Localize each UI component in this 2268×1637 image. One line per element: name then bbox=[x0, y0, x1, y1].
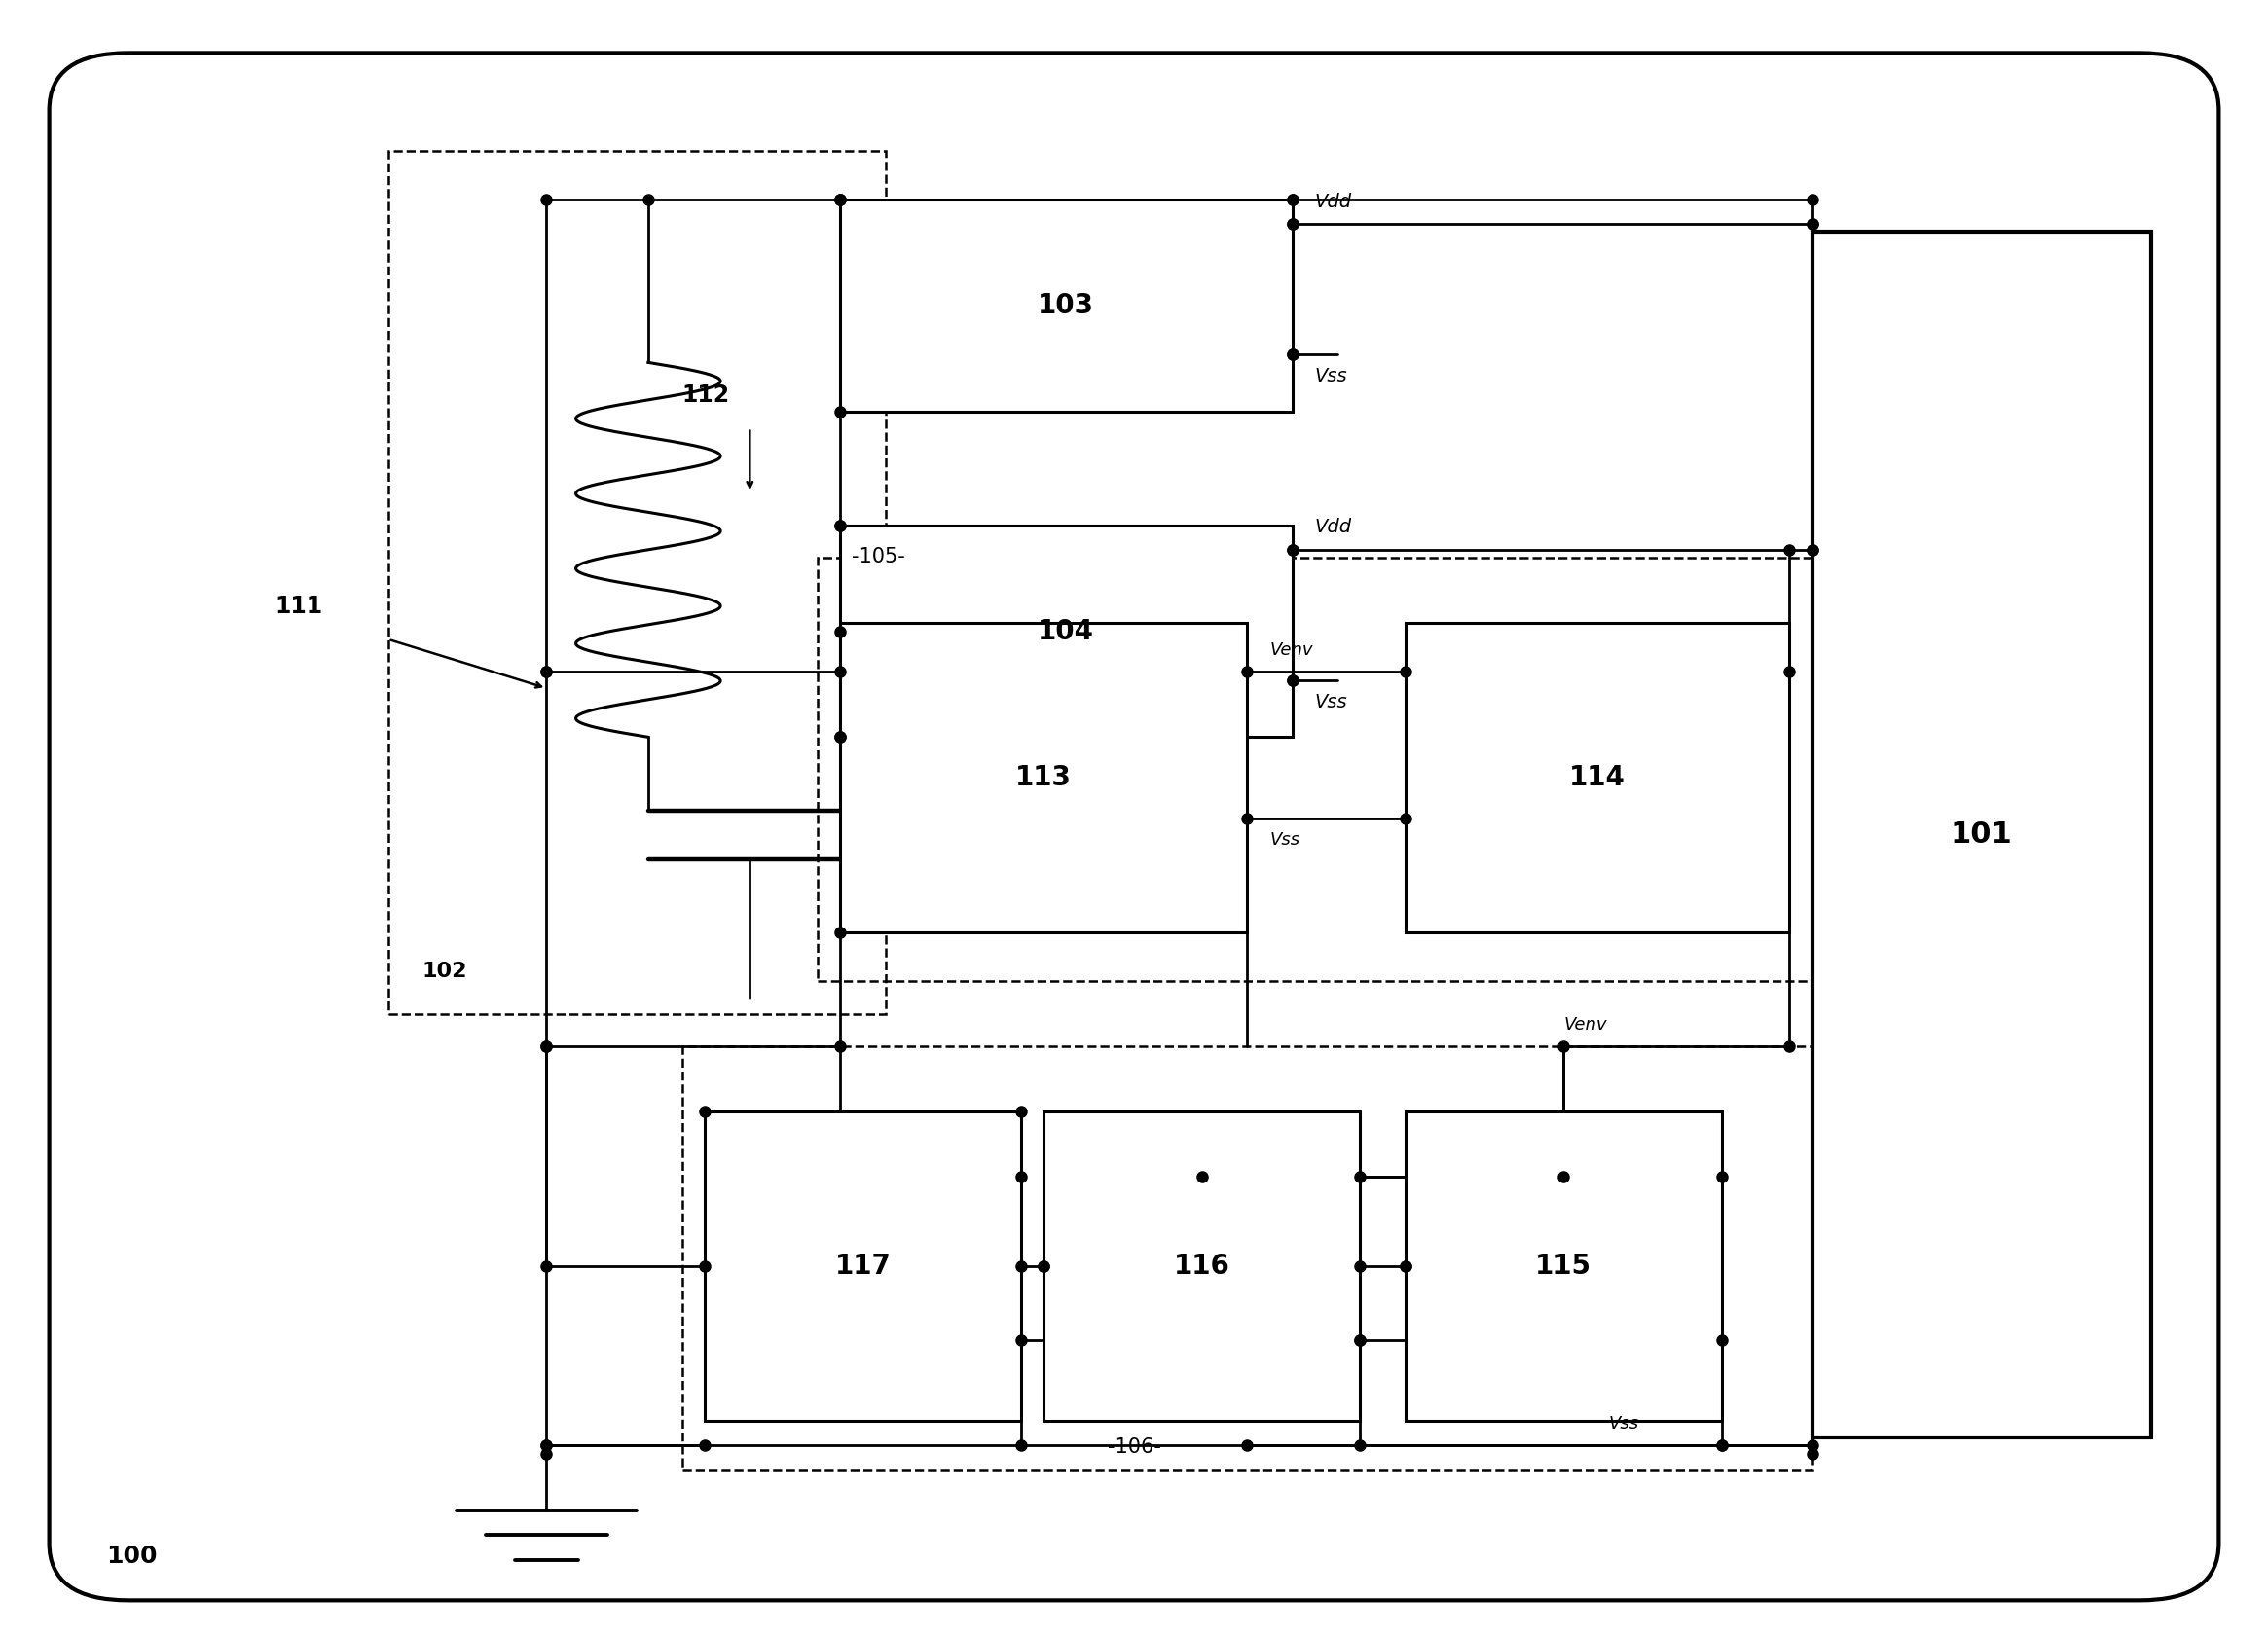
Text: 114: 114 bbox=[1569, 764, 1626, 791]
Text: 100: 100 bbox=[107, 1544, 156, 1568]
Text: 113: 113 bbox=[1016, 764, 1073, 791]
Text: Vss: Vss bbox=[1270, 832, 1300, 850]
Bar bbox=[683, 1046, 1812, 1470]
Bar bbox=[1406, 1112, 1721, 1421]
Text: Venv: Venv bbox=[1270, 642, 1313, 658]
Text: Vss: Vss bbox=[1315, 692, 1347, 712]
Text: Vss: Vss bbox=[1315, 367, 1347, 386]
Text: 115: 115 bbox=[1535, 1252, 1592, 1280]
Text: Vss: Vss bbox=[1608, 1414, 1640, 1432]
Text: Vdd: Vdd bbox=[1315, 193, 1352, 211]
Bar bbox=[388, 151, 885, 1013]
Text: 117: 117 bbox=[835, 1252, 891, 1280]
Text: Vdd: Vdd bbox=[1315, 519, 1352, 537]
Text: 112: 112 bbox=[683, 383, 730, 406]
Bar bbox=[839, 525, 1293, 737]
Text: Venv: Venv bbox=[1563, 1017, 1606, 1033]
Bar bbox=[819, 558, 1812, 982]
Bar bbox=[839, 624, 1247, 933]
Text: 102: 102 bbox=[422, 963, 467, 982]
Bar bbox=[705, 1112, 1021, 1421]
Text: 111: 111 bbox=[274, 596, 322, 619]
Text: -106-: -106- bbox=[1107, 1437, 1161, 1457]
Bar bbox=[1043, 1112, 1361, 1421]
Text: 103: 103 bbox=[1039, 291, 1095, 319]
Bar bbox=[1812, 232, 2150, 1437]
Text: 116: 116 bbox=[1173, 1252, 1229, 1280]
Text: 104: 104 bbox=[1039, 617, 1095, 645]
Bar bbox=[1406, 624, 1789, 933]
Bar bbox=[839, 200, 1293, 411]
Text: -105-: -105- bbox=[850, 547, 905, 566]
Text: 101: 101 bbox=[1950, 820, 2012, 850]
FancyBboxPatch shape bbox=[50, 52, 2218, 1601]
